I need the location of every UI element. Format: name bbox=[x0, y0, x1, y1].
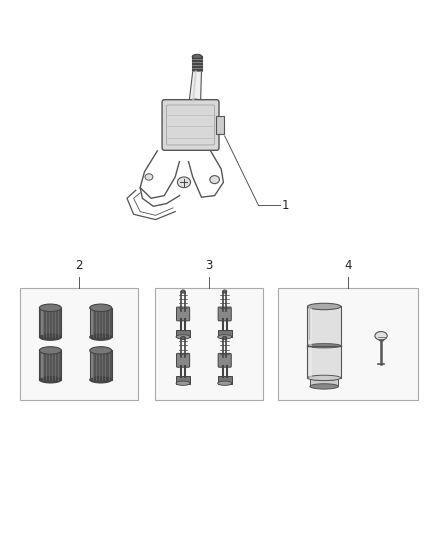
FancyBboxPatch shape bbox=[177, 307, 190, 321]
FancyBboxPatch shape bbox=[162, 100, 219, 150]
Bar bbox=[20, 288, 138, 400]
Bar bbox=[310, 378, 338, 386]
Bar bbox=[218, 376, 232, 384]
FancyBboxPatch shape bbox=[218, 353, 231, 367]
Ellipse shape bbox=[307, 344, 341, 348]
Text: 4: 4 bbox=[344, 259, 352, 272]
Ellipse shape bbox=[181, 336, 185, 340]
Ellipse shape bbox=[90, 304, 112, 311]
Text: 3: 3 bbox=[205, 259, 212, 272]
Ellipse shape bbox=[39, 304, 61, 311]
Ellipse shape bbox=[90, 334, 112, 341]
Ellipse shape bbox=[145, 174, 153, 180]
Ellipse shape bbox=[210, 176, 219, 183]
Ellipse shape bbox=[310, 384, 338, 389]
Ellipse shape bbox=[90, 346, 112, 354]
Ellipse shape bbox=[39, 376, 61, 383]
Bar bbox=[90, 308, 112, 337]
Ellipse shape bbox=[188, 99, 201, 106]
Ellipse shape bbox=[223, 336, 227, 340]
Ellipse shape bbox=[176, 335, 190, 339]
Bar bbox=[278, 288, 418, 400]
Bar bbox=[216, 116, 224, 134]
Ellipse shape bbox=[176, 381, 190, 385]
Ellipse shape bbox=[218, 335, 232, 339]
FancyBboxPatch shape bbox=[218, 307, 231, 321]
Ellipse shape bbox=[375, 332, 387, 340]
Text: 1: 1 bbox=[281, 199, 289, 212]
Bar bbox=[218, 330, 232, 337]
Bar bbox=[176, 376, 190, 384]
Bar bbox=[176, 330, 190, 337]
Ellipse shape bbox=[307, 303, 341, 310]
Ellipse shape bbox=[223, 290, 227, 293]
FancyBboxPatch shape bbox=[177, 353, 190, 367]
Ellipse shape bbox=[192, 54, 202, 59]
Ellipse shape bbox=[218, 381, 232, 385]
Bar bbox=[39, 351, 61, 379]
Ellipse shape bbox=[307, 375, 341, 381]
Ellipse shape bbox=[310, 375, 338, 381]
Ellipse shape bbox=[39, 334, 61, 341]
Ellipse shape bbox=[39, 346, 61, 354]
Bar bbox=[90, 351, 112, 379]
Polygon shape bbox=[189, 71, 201, 101]
Bar bbox=[307, 306, 341, 378]
Bar bbox=[39, 308, 61, 337]
Ellipse shape bbox=[90, 376, 112, 383]
Bar bbox=[192, 56, 202, 71]
Bar bbox=[155, 288, 263, 400]
Ellipse shape bbox=[181, 290, 185, 293]
Text: 2: 2 bbox=[75, 259, 83, 272]
Ellipse shape bbox=[177, 177, 191, 188]
